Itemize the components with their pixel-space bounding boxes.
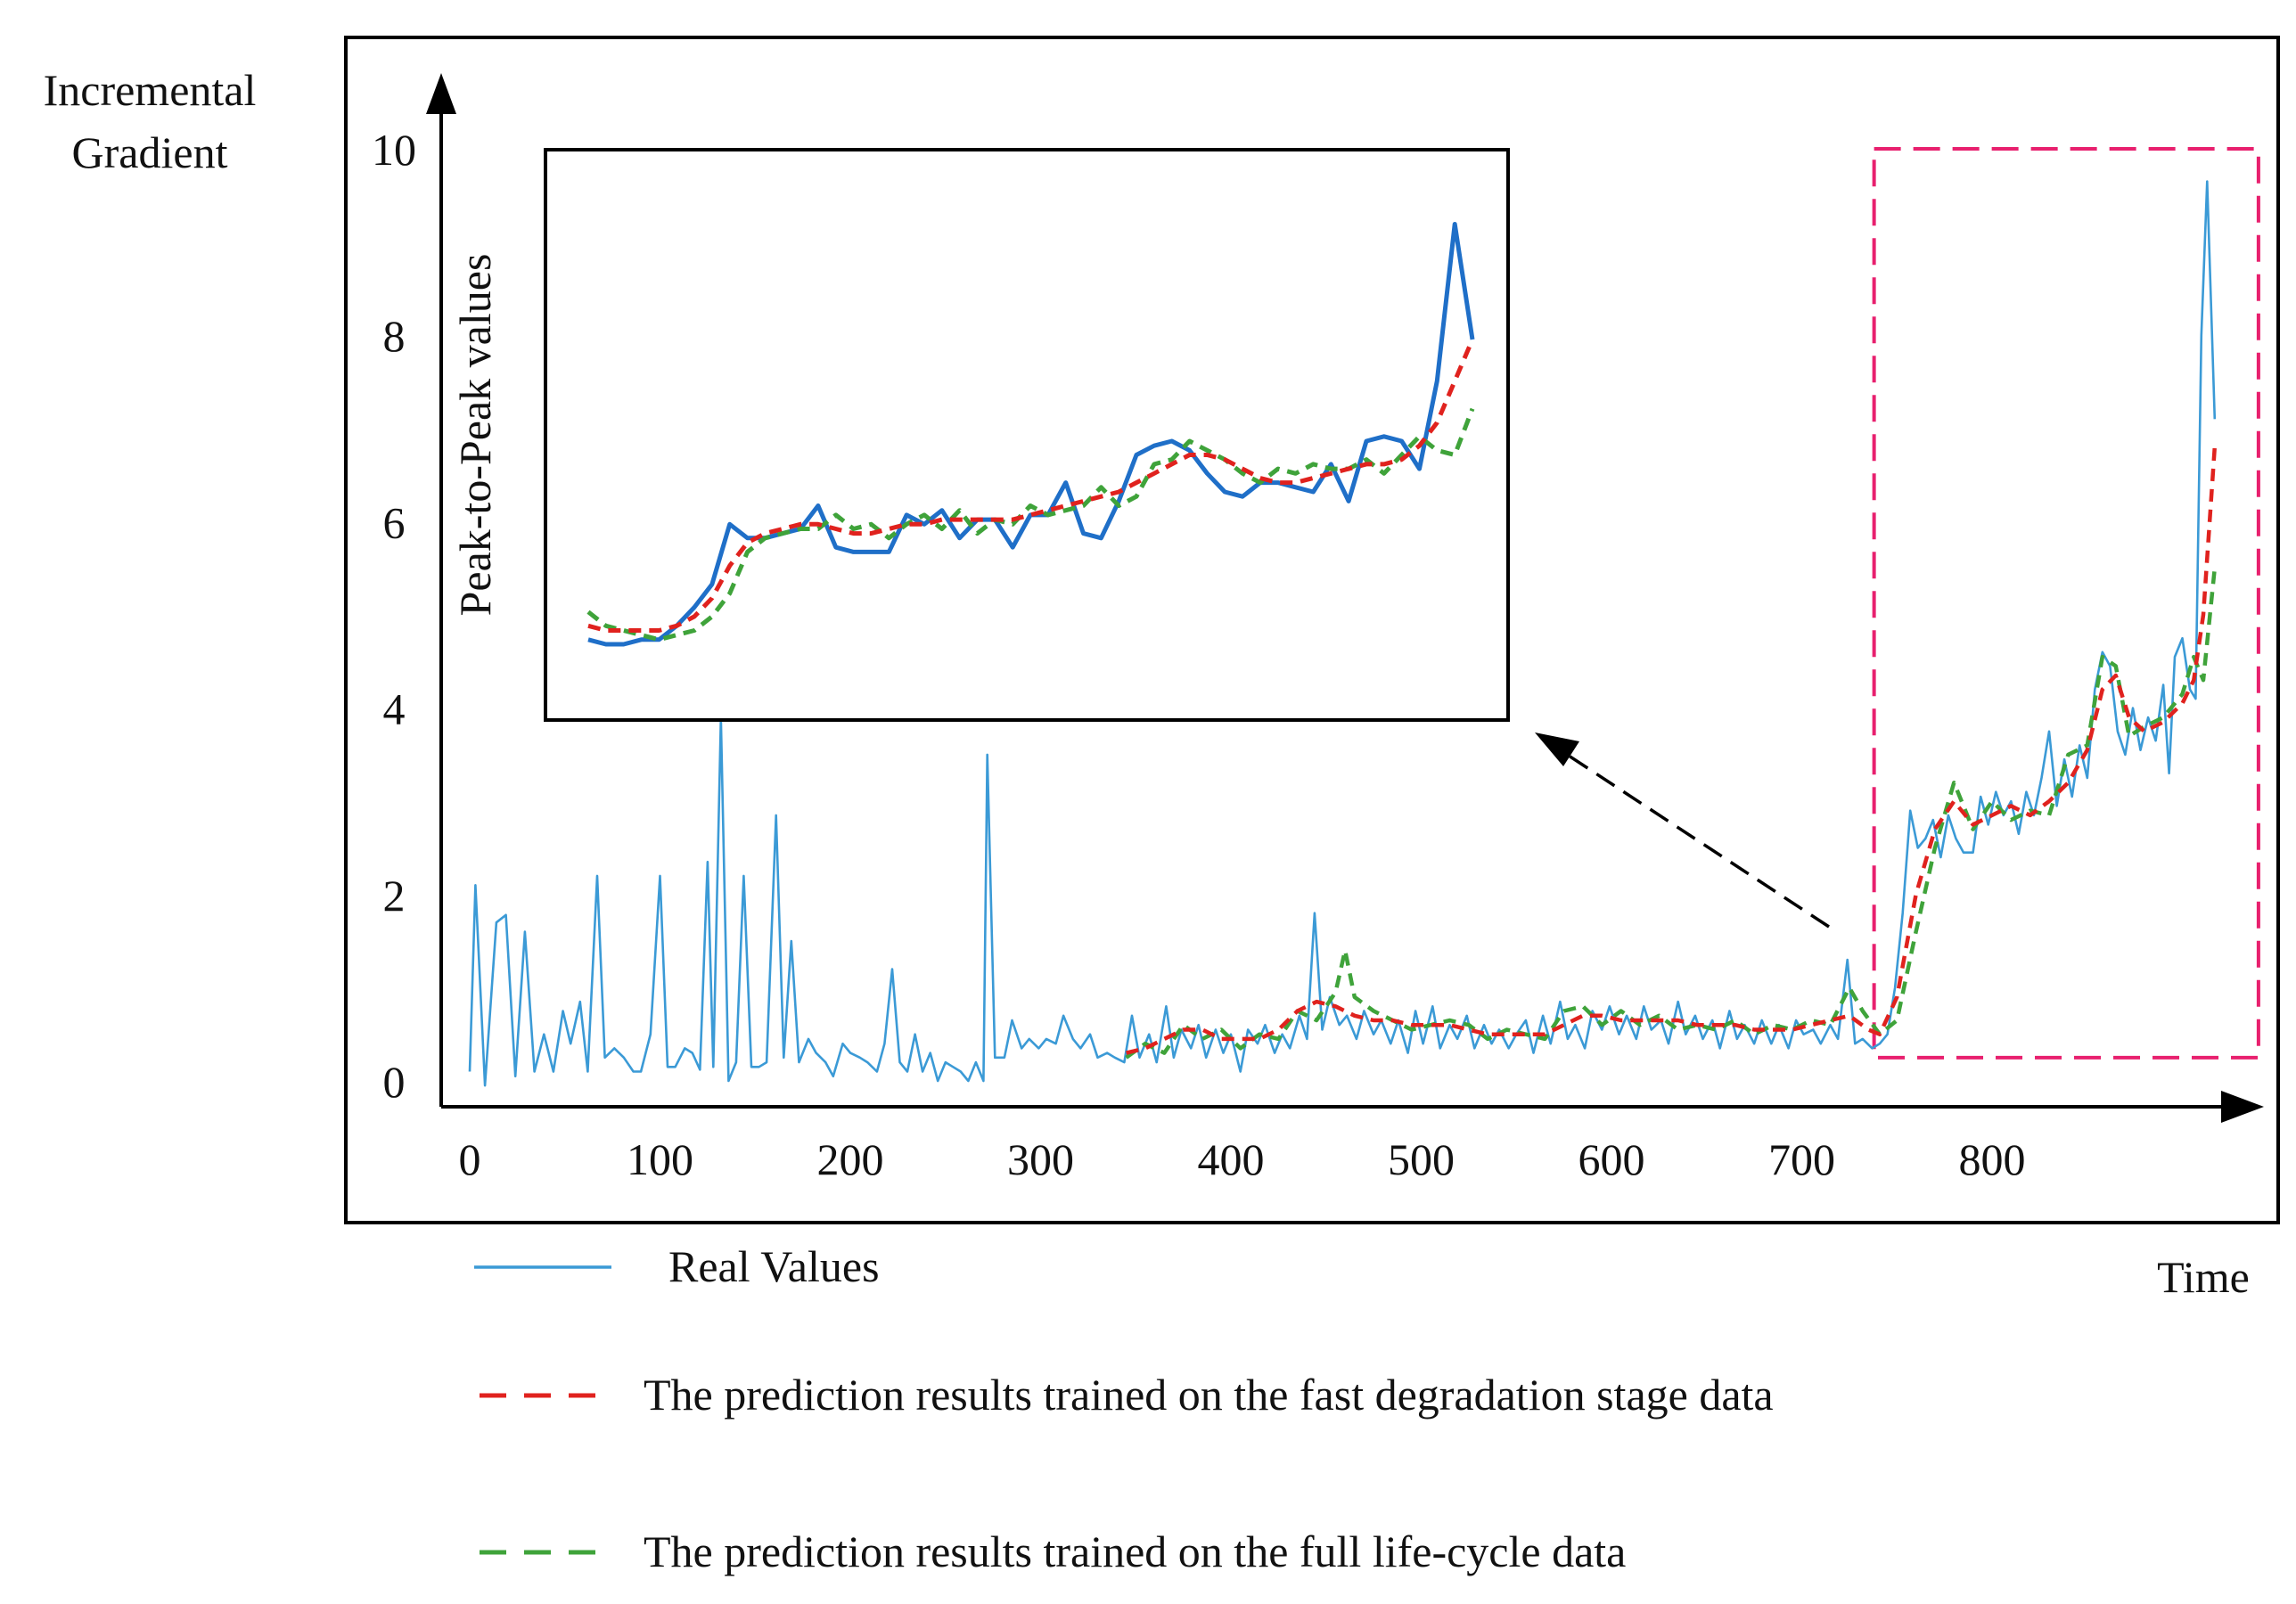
y-tick-label: 0: [383, 1057, 406, 1107]
x-tick-label: 500: [1388, 1134, 1455, 1184]
legend-label-real-values: Real Values: [668, 1241, 880, 1291]
y-tick-label: 4: [383, 684, 406, 734]
x-tick-label: 0: [459, 1134, 481, 1184]
zoom-arrow-line: [1568, 754, 1830, 929]
inset-background: [545, 150, 1508, 720]
inset-series-full-lifecycle: [586, 407, 1475, 642]
x-tick-label: 700: [1768, 1134, 1835, 1184]
y-axis-title-line2: Gradient: [72, 127, 228, 177]
legend-label-fast-degradation: The prediction results trained on the fa…: [644, 1370, 1774, 1420]
series-full-lifecycle: [1125, 568, 2218, 1060]
highlight-region: [1872, 147, 2260, 1060]
y-tick-group: 0 2 4 6 8 10: [372, 125, 416, 1107]
y-tick-label: 6: [383, 497, 406, 547]
legend: Real Values The prediction results train…: [474, 1241, 1774, 1576]
x-tick-label: 800: [1959, 1134, 2026, 1184]
y-tick-label: 2: [383, 871, 406, 921]
x-axis-title: Time: [2157, 1252, 2250, 1302]
y-tick-label: 10: [372, 125, 416, 175]
x-tick-label: 200: [817, 1134, 884, 1184]
x-tick-label: 600: [1578, 1134, 1645, 1184]
y-axis-title: Incremental: [44, 65, 257, 115]
inset-y-axis-title: Peak-to-Peak values: [450, 254, 500, 617]
x-tick-group: 0 100 200 300 400 500 600 700 800: [459, 1134, 2026, 1184]
zoom-arrow-head: [1535, 732, 1579, 766]
inset-frame: [544, 148, 1510, 722]
inset-series-fast-degradation: [587, 339, 1475, 633]
y-axis-arrow: [426, 73, 456, 114]
x-axis-arrow: [2221, 1091, 2264, 1123]
x-tick-label: 400: [1198, 1134, 1265, 1184]
chart-frame: [344, 36, 2280, 1224]
x-tick-label: 300: [1007, 1134, 1074, 1184]
legend-label-full-lifecycle: The prediction results trained on the fu…: [644, 1526, 1626, 1576]
series-real-values: [468, 180, 2217, 1087]
x-tick-label: 100: [627, 1134, 693, 1184]
y-tick-label: 8: [383, 311, 406, 361]
series-fast-degradation: [1126, 446, 2218, 1055]
